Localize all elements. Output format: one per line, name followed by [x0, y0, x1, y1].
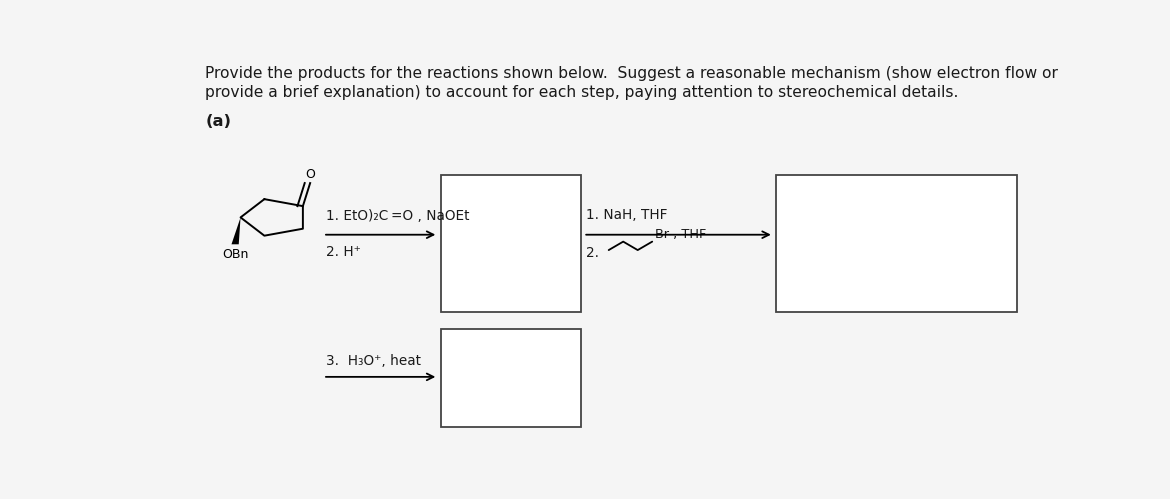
Text: O: O: [305, 168, 315, 181]
Text: 2. H⁺: 2. H⁺: [325, 245, 360, 259]
Text: OBn: OBn: [222, 248, 248, 261]
Text: 1. NaH, THF: 1. NaH, THF: [586, 208, 668, 222]
Text: Br , THF: Br , THF: [655, 228, 707, 241]
Text: provide a brief explanation) to account for each step, paying attention to stere: provide a brief explanation) to account …: [205, 85, 958, 100]
Bar: [441, 175, 581, 311]
Text: 1. EtO)₂C =O , NaOEt: 1. EtO)₂C =O , NaOEt: [325, 209, 469, 223]
Text: 2.: 2.: [586, 246, 599, 260]
Text: Provide the products for the reactions shown below.  Suggest a reasonable mechan: Provide the products for the reactions s…: [205, 66, 1058, 81]
Text: (a): (a): [205, 114, 232, 129]
Text: 3.  H₃O⁺, heat: 3. H₃O⁺, heat: [325, 354, 421, 368]
Polygon shape: [232, 218, 241, 245]
Bar: [777, 175, 1017, 311]
Bar: [441, 329, 581, 427]
